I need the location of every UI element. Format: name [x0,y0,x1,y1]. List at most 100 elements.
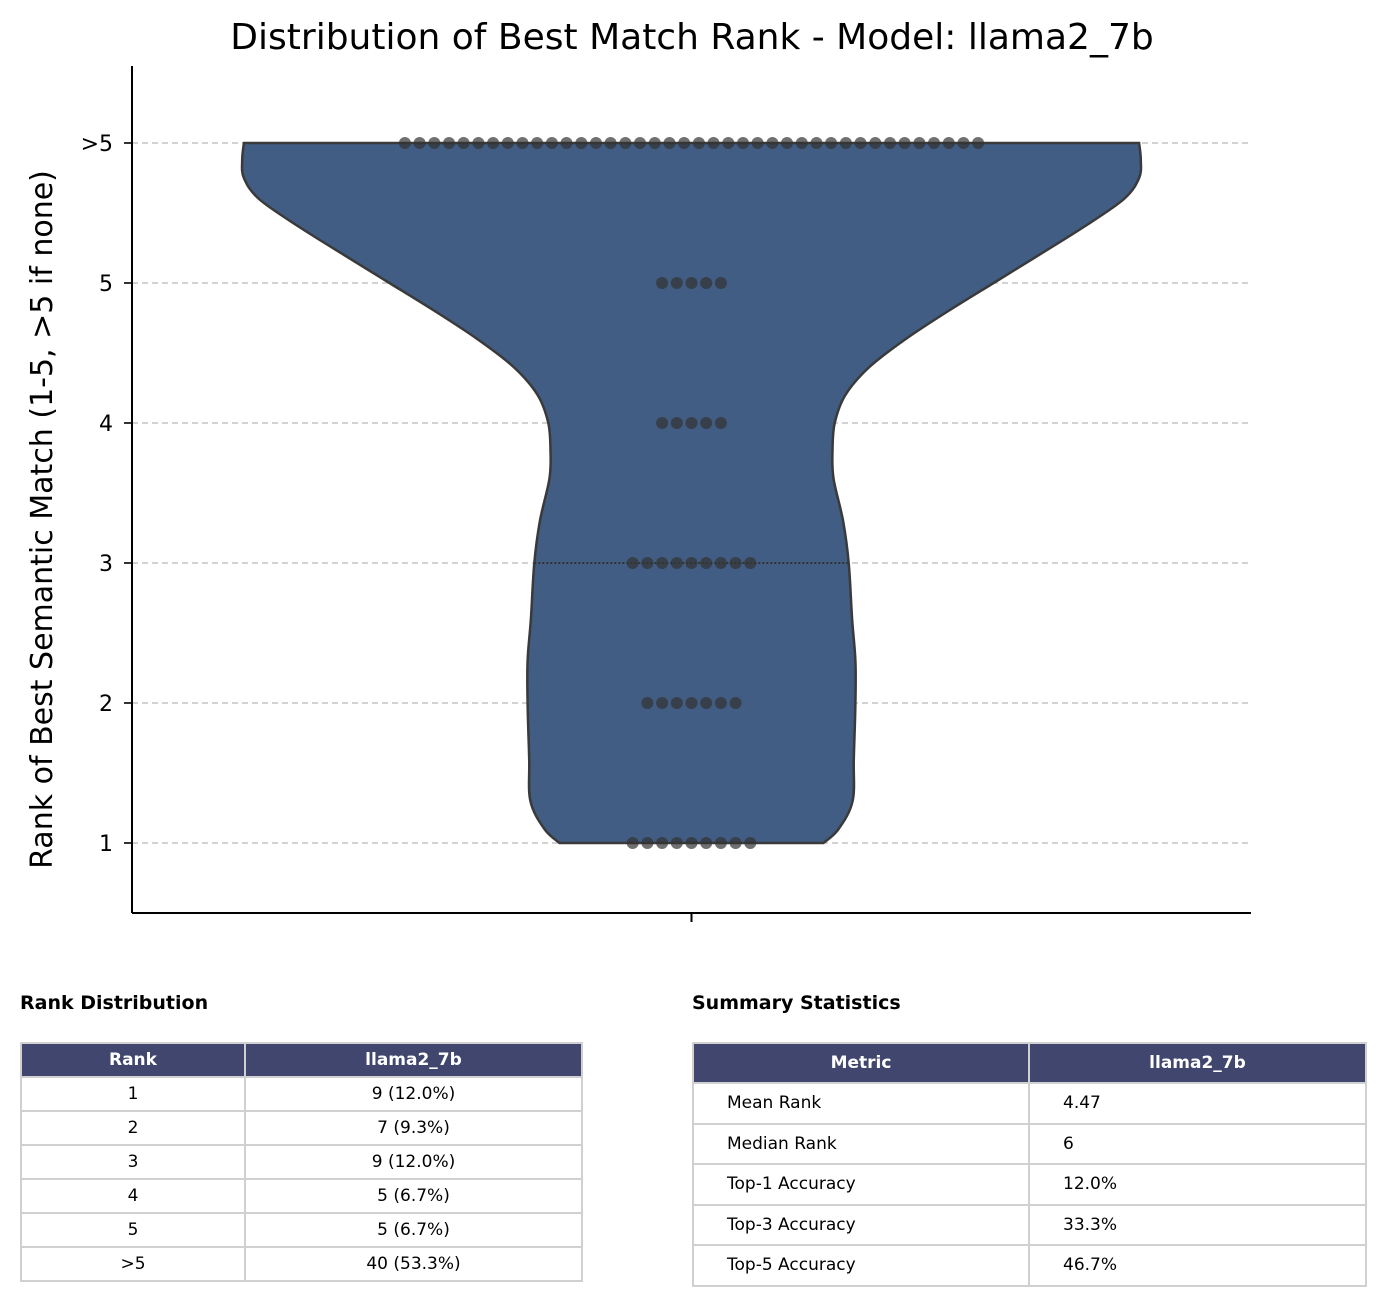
rank-cell: >5 [20,1246,246,1282]
metric-cell: Median Rank [692,1122,1030,1165]
data-point [839,137,852,149]
y-axis-label: Rank of Best Semantic Match (1-5, >5 if … [25,170,60,869]
violin-chart: Distribution of Best Match Rank - Model:… [25,17,1251,922]
data-point [714,557,727,569]
rank-cell: 3 [20,1144,246,1180]
data-point [685,277,698,289]
data-point [795,137,808,149]
data-point [707,137,720,149]
value-cell: 12.0% [1028,1163,1367,1206]
data-point [714,837,727,849]
data-point [626,557,639,569]
data-point [545,137,558,149]
value-cell: 4.47 [1028,1082,1367,1125]
metric-cell: Top-5 Accuracy [692,1244,1030,1287]
header-metric: Metric [692,1042,1030,1084]
count-cell: 9 (12.0%) [244,1076,583,1112]
table-row: Top-1 Accuracy 12.0% [692,1163,1367,1206]
data-point [641,557,654,569]
data-point [957,137,970,149]
summary-statistics-table: Metric llama2_7b Mean Rank 4.47 Median R… [692,1042,1367,1287]
metric-cell: Top-3 Accuracy [692,1203,1030,1246]
data-point [714,697,727,709]
header-rank: Rank [20,1042,246,1078]
data-point [744,557,757,569]
data-point [685,557,698,569]
table-row: >5 40 (53.3%) [20,1246,583,1282]
table-row: 3 9 (12.0%) [20,1144,583,1180]
table-row: Mean Rank 4.47 [692,1082,1367,1125]
table-row: Median Rank 6 [692,1122,1367,1165]
data-point [604,137,617,149]
data-point [729,837,742,849]
data-point [972,137,985,149]
data-point [619,137,632,149]
rank-cell: 1 [20,1076,246,1112]
data-point [810,137,823,149]
data-point [700,557,713,569]
data-point [700,697,713,709]
data-point [884,137,896,149]
data-point [913,137,926,149]
data-point [648,137,661,149]
chart-title: Distribution of Best Match Rank - Model:… [230,17,1153,58]
data-point [744,837,757,849]
data-point [781,137,793,149]
data-point [670,557,683,569]
rank-distribution-table: Rank llama2_7b 1 9 (12.0%) 2 7 (9.3%) 3 … [20,1042,583,1282]
metric-cell: Mean Rank [692,1082,1030,1125]
rank-cell: 5 [20,1212,246,1248]
data-point [766,137,779,149]
data-point [413,137,426,149]
data-point [590,137,602,149]
data-point [634,137,646,149]
data-point [641,697,654,709]
data-point [516,137,529,149]
table-row: 5 5 (6.7%) [20,1212,583,1248]
y-tick-label: >5 [81,132,113,157]
table-row: 2 7 (9.3%) [20,1110,583,1146]
data-point [501,137,514,149]
y-tick-label: 5 [99,272,113,297]
data-point [531,137,544,149]
data-point [928,137,940,149]
data-point [626,837,639,849]
value-cell: 6 [1028,1122,1367,1165]
data-point [685,417,698,429]
data-point [656,837,669,849]
data-point [575,137,588,149]
data-point [692,137,705,149]
data-point [729,557,742,569]
data-point [656,557,669,569]
y-tick-label: 3 [99,552,113,577]
y-tick-label: 2 [99,692,113,717]
data-point [428,137,441,149]
data-point [443,137,455,149]
data-point [670,277,683,289]
summary-statistics-title: Summary Statistics [692,992,901,1014]
table-header-row: Metric llama2_7b [692,1042,1367,1084]
table-row: Top-3 Accuracy 33.3% [692,1203,1367,1246]
table-row: 4 5 (6.7%) [20,1178,583,1214]
header-model: llama2_7b [1028,1042,1367,1084]
data-point [472,137,485,149]
rank-distribution-title: Rank Distribution [20,992,209,1014]
data-point [942,137,955,149]
data-point [560,137,573,149]
data-point [714,277,727,289]
data-point [685,697,698,709]
data-point [457,137,470,149]
data-point [898,137,911,149]
data-point [398,137,411,149]
data-point [670,417,683,429]
table-row: 1 9 (12.0%) [20,1076,583,1112]
metric-cell: Top-1 Accuracy [692,1163,1030,1206]
y-tick-label: 4 [99,412,113,437]
rank-cell: 4 [20,1178,246,1214]
data-point [714,417,727,429]
data-point [685,837,698,849]
data-point [670,697,683,709]
data-point [751,137,764,149]
value-cell: 46.7% [1028,1244,1367,1287]
data-point [700,277,713,289]
